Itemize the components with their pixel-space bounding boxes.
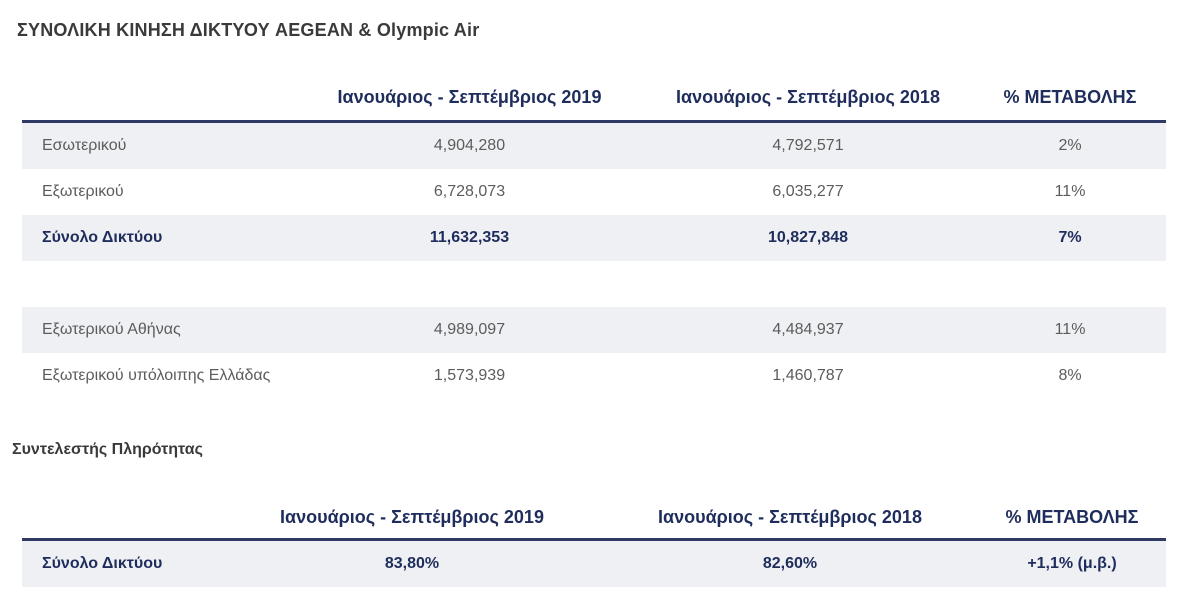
header-2018: Ιανουάριος - Σεπτέμβριος 2018 — [642, 75, 974, 123]
cell-2019: 4,904,280 — [297, 121, 642, 169]
cell-2018: 1,460,787 — [772, 367, 844, 384]
row-label: Σύνολο Δικτύου — [22, 215, 297, 261]
header-2019: Ιανουάριος - Σεπτέμβριος 2019 — [222, 496, 602, 541]
table-row: Εξωτερικού υπόλοιπης Ελλάδας 1,573,939 1… — [22, 353, 1166, 399]
table-header-row: Ιανουάριος - Σεπτέμβριος 2019 Ιανουάριος… — [22, 496, 1166, 541]
cell-2018: 10,827,848 — [642, 215, 974, 261]
network-traffic-table: Ιανουάριος - Σεπτέμβριος 2019 Ιανουάριος… — [22, 75, 1166, 399]
cell-2018: 82,60% — [602, 539, 978, 587]
section-title-load-factor: Συντελεστής Πληρότητας — [12, 441, 203, 458]
row-label: Εξωτερικού Αθήνας — [22, 307, 297, 353]
header-change: % ΜΕΤΑΒΟΛΗΣ — [978, 496, 1166, 541]
cell-change: 7% — [974, 215, 1166, 261]
table-row: Εξωτερικού 6,728,073 6,035,277 11% — [22, 169, 1166, 215]
cell-2019: 83,80% — [222, 539, 602, 587]
header-label — [22, 75, 297, 123]
table-row: Εσωτερικού 4,904,280 4,792,571 2% — [22, 121, 1166, 169]
cell-change: 11% — [974, 307, 1166, 353]
row-label: Σύνολο Δικτύου — [22, 539, 222, 587]
table-row: Εξωτερικού Αθήνας 4,989,097 4,484,937 11… — [22, 307, 1166, 353]
header-change: % ΜΕΤΑΒΟΛΗΣ — [974, 75, 1166, 123]
cell-change: 8% — [1058, 367, 1082, 384]
cell-2019: 11,632,353 — [297, 215, 642, 261]
cell-change: +1,1% (μ.β.) — [978, 539, 1166, 587]
header-2019: Ιανουάριος - Σεπτέμβριος 2019 — [297, 75, 642, 123]
total-row: Σύνολο Δικτύου 83,80% 82,60% +1,1% (μ.β.… — [22, 539, 1166, 587]
cell-2018: 6,035,277 — [772, 183, 844, 200]
load-factor-table: Ιανουάριος - Σεπτέμβριος 2019 Ιανουάριος… — [22, 496, 1166, 587]
row-label: Εσωτερικού — [22, 121, 297, 169]
cell-2019: 6,728,073 — [433, 183, 506, 200]
header-2018: Ιανουάριος - Σεπτέμβριος 2018 — [602, 496, 978, 541]
cell-2018: 4,484,937 — [642, 307, 974, 353]
spacer-row — [22, 261, 1166, 307]
table-header-row: Ιανουάριος - Σεπτέμβριος 2019 Ιανουάριος… — [22, 75, 1166, 123]
row-label: Εξωτερικού υπόλοιπης Ελλάδας — [42, 367, 271, 384]
header-label — [22, 496, 222, 541]
cell-change: 11% — [1054, 183, 1086, 200]
cell-2018: 4,792,571 — [642, 121, 974, 169]
cell-2019: 4,989,097 — [297, 307, 642, 353]
cell-2019: 1,573,939 — [433, 367, 506, 384]
cell-change: 2% — [974, 121, 1166, 169]
total-row: Σύνολο Δικτύου 11,632,353 10,827,848 7% — [22, 215, 1166, 261]
section-title-network-traffic: ΣΥΝΟΛΙΚΗ ΚΙΝΗΣΗ ΔΙΚΤΥΟΥ AEGEAN & Olympic… — [17, 20, 480, 40]
row-label: Εξωτερικού — [42, 183, 124, 200]
